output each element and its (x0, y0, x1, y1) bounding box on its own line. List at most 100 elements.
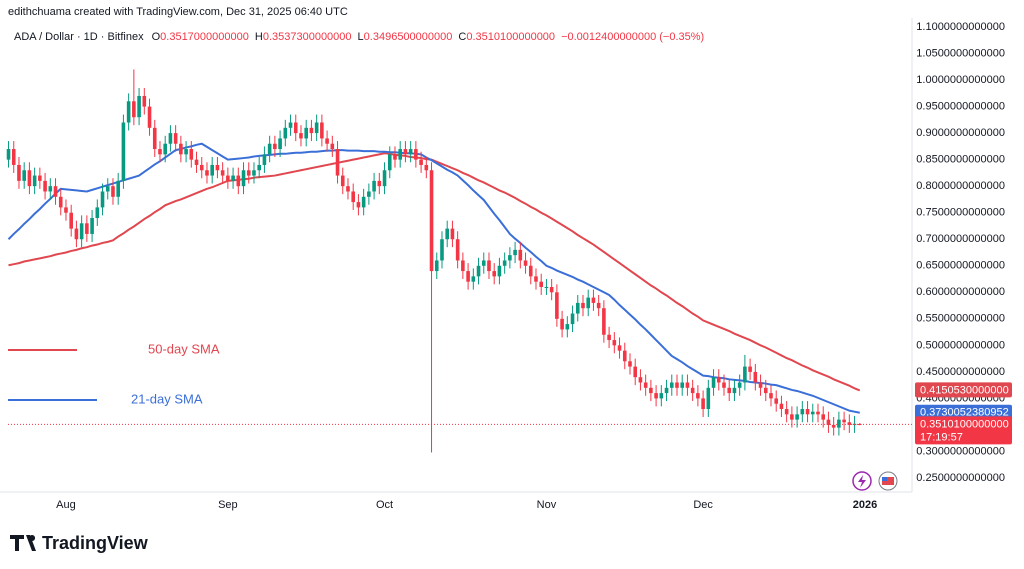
candle-body (847, 422, 852, 425)
candle-body (340, 175, 345, 187)
candle-body (152, 127, 157, 150)
ohlc-key: O (152, 31, 161, 43)
credit: edithchuama created with TradingView.com… (8, 6, 348, 18)
candle-body (544, 286, 549, 288)
candle-body (64, 207, 68, 213)
countdown: 17:19:57 (920, 431, 963, 443)
candle-body (116, 180, 120, 197)
price-tag (915, 416, 1012, 445)
candle-body (570, 313, 575, 325)
candle-body (622, 350, 627, 362)
candle-body (779, 403, 784, 410)
candle-body (299, 133, 303, 139)
candle-body (842, 419, 846, 423)
candle-body (748, 366, 752, 372)
y-tick-label: 0.3000000000000 (916, 445, 1005, 457)
candle-body (476, 265, 481, 277)
candle-body (314, 122, 319, 134)
y-tick-label: 0.6500000000000 (916, 260, 1005, 272)
candle-body (429, 170, 434, 272)
candle-body (142, 95, 147, 107)
candle-body (680, 382, 685, 388)
candle-body (487, 260, 491, 272)
plot (6, 69, 862, 453)
candle-body (602, 308, 606, 335)
candle-body (158, 149, 162, 155)
candle-body (325, 138, 329, 144)
ohlc-value: 0.3496500000000 (364, 31, 453, 43)
candle-body (575, 302, 580, 314)
candle-body (607, 334, 611, 341)
candle-body (377, 180, 382, 187)
candle-body (763, 387, 768, 394)
candle-body (126, 101, 131, 123)
candle-body (111, 186, 115, 197)
candle-body (696, 393, 700, 399)
candle-body (784, 409, 789, 415)
candle-body (121, 122, 126, 181)
candle-body (805, 409, 810, 415)
candle-body (857, 424, 862, 426)
x-tick-label: Nov (537, 499, 557, 511)
price-tag-label: 0.4150530000000 (920, 384, 1009, 396)
candle-body (90, 218, 94, 234)
price-tag-label: 0.3730052380952 (920, 407, 1009, 419)
candle-body (461, 260, 465, 272)
candle-body (753, 371, 758, 383)
candle-body (226, 175, 230, 181)
candle-body (539, 281, 544, 287)
candle-body (387, 154, 392, 171)
candle-body (105, 186, 110, 192)
candle-body (596, 302, 601, 309)
candle-body (617, 345, 622, 351)
candle-body (189, 149, 194, 160)
candle-body (262, 154, 267, 165)
candle-body (419, 159, 423, 165)
candle-body (758, 382, 763, 388)
y-tick-label: 0.2500000000000 (916, 472, 1005, 484)
candle-body (283, 127, 288, 139)
candle-body (612, 340, 617, 346)
candle-body (440, 239, 444, 261)
candle-body (220, 170, 225, 176)
candle-body (22, 170, 26, 181)
candle-body (649, 387, 653, 394)
candle-body (231, 175, 235, 181)
candle-body (790, 414, 794, 420)
price-tag (915, 382, 1012, 398)
candle-body (74, 228, 79, 240)
ohlc-value: 0.3517000000000 (160, 31, 249, 43)
candle-body (241, 170, 246, 187)
y-tick-label: 0.9500000000000 (916, 100, 1005, 112)
price-tag (915, 404, 1012, 420)
y-tick-label: 0.5000000000000 (916, 339, 1005, 351)
candle-body (481, 260, 486, 266)
candle-body (79, 223, 84, 240)
candle-body (147, 106, 152, 128)
candle-body (27, 170, 32, 187)
candle-body (236, 175, 241, 187)
candle-body (184, 149, 188, 155)
candle-body (53, 186, 58, 197)
candle-body (685, 382, 690, 388)
symbol-header: ADA / Dollar · 1D · Bitfinex O 0.35170000… (14, 31, 704, 43)
candle-body (356, 202, 361, 208)
candle-body (17, 164, 21, 181)
brand-name: TradingView (42, 533, 149, 553)
candle-body (816, 411, 820, 415)
candle-body (168, 133, 173, 144)
candle-body (638, 377, 643, 383)
candle-body (278, 138, 282, 150)
candle-body (335, 149, 340, 176)
flag-glyph (882, 477, 894, 485)
candle-body (179, 143, 183, 155)
candle-body (361, 196, 366, 208)
legend-label: 50-day SMA (148, 341, 220, 356)
y-tick-label: 0.8000000000000 (916, 180, 1005, 192)
candle-body (367, 191, 371, 197)
candle-body (194, 159, 199, 165)
candle-body (528, 265, 533, 277)
candle-body (58, 196, 63, 208)
candle-body (831, 424, 836, 428)
